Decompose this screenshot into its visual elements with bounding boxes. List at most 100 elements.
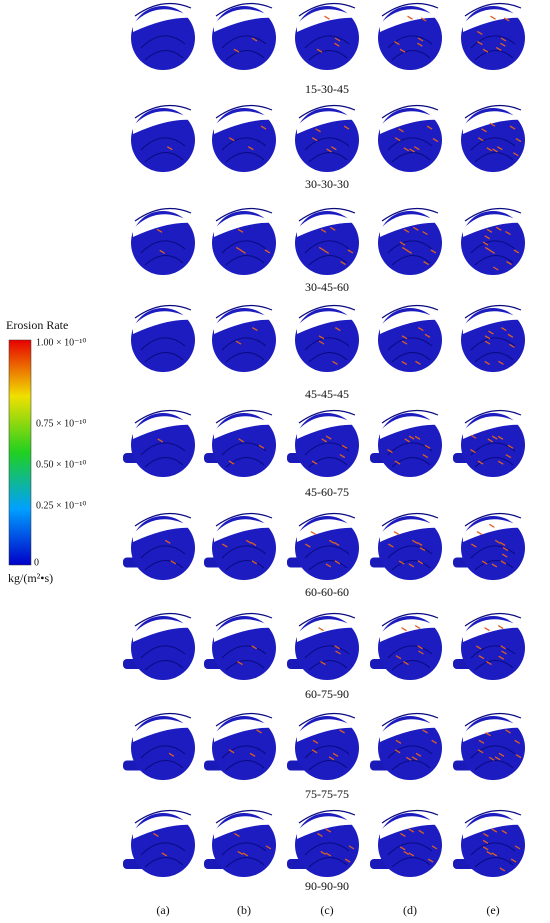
erosion-spot [341,444,348,449]
erosion-spot [422,729,428,734]
erosion-spot [398,560,405,565]
colorbar-label: 0 [34,557,39,568]
impeller-image [378,207,442,275]
erosion-spot [316,48,323,53]
blade-edge [134,512,192,527]
erosion-spot [430,249,437,254]
blade-edge [298,207,356,222]
erosion-spot [311,749,318,754]
erosion-spot [407,15,413,20]
erosion-spot [486,660,492,666]
erosion-spot [498,752,505,757]
blade-cut [463,111,523,134]
blade-edge [464,207,522,222]
blade-line [304,442,350,456]
blade-line [387,645,433,659]
erosion-spot [495,226,502,231]
erosion-spot [502,547,509,552]
erosion-spot [418,650,424,655]
blade-line [304,545,350,559]
blade-cut [297,816,357,839]
erosion-spot [228,460,235,465]
blade-edge [134,612,192,627]
erosion-spot [515,137,522,143]
erosion-spot [482,241,489,246]
blade-line [221,442,267,456]
erosion-spot [240,249,247,254]
blade-line [225,560,265,571]
erosion-spot [334,37,341,42]
erosion-spot [424,444,431,449]
erosion-spot [422,230,428,236]
blade-cut [214,111,274,134]
blade-edge [298,809,356,824]
erosion-spot [251,560,258,565]
erosion-spot [332,360,338,365]
blade-edge [464,104,522,119]
erosion-spot [416,42,423,47]
impeller-image [295,2,359,70]
blade-cut [214,311,274,334]
impeller-image [370,612,442,680]
erosion-spot [339,729,345,734]
erosion-spot [507,333,514,338]
blade-edge [464,409,522,424]
erosion-spot [401,360,408,366]
erosion-spot [484,340,491,345]
erosion-spot [486,228,493,233]
blade-line [387,240,433,254]
blade-edge [381,304,439,319]
blade-line [391,50,431,61]
erosion-spot [482,846,489,851]
erosion-spot [404,438,411,443]
impeller-image [378,304,442,372]
impeller-image [453,809,525,877]
erosion-spot [499,42,506,47]
column-label: (e) [486,903,499,917]
erosion-spot [228,137,235,142]
erosion-spot [514,845,521,850]
erosion-spot [422,453,429,459]
blade-line [387,545,433,559]
blade-edge [134,104,192,119]
erosion-spot [405,756,412,761]
impeller-image [123,809,195,877]
blade-edge [134,809,192,824]
erosion-spot [156,228,163,233]
blade-cut [133,416,193,439]
blade-edge [134,2,192,17]
blade-line [144,152,184,163]
blade-edge [381,712,439,727]
erosion-spot [323,249,330,254]
blade-edge [464,2,522,17]
blade-line [225,457,265,468]
erosion-spot [388,543,394,548]
blade-line [304,137,350,151]
erosion-spot [251,37,258,42]
erosion-spot [395,739,402,744]
erosion-spot [399,846,406,851]
blade-line [391,560,431,571]
erosion-spot [505,453,512,459]
blade-edge [298,2,356,17]
erosion-spot [494,756,501,761]
erosion-spot [501,553,508,558]
blade-edge [298,512,356,527]
blade-line [140,842,186,856]
erosion-spot [256,729,262,734]
blade-cut [463,416,523,439]
erosion-spot [347,249,354,254]
blade-cut [133,111,193,134]
erosion-spot [478,739,485,744]
erosion-spot [509,125,516,130]
blade-cut [463,519,523,542]
erosion-spot [237,660,243,666]
erosion-spot [403,147,410,152]
erosion-spot [497,435,504,440]
erosion-spot [509,343,515,348]
blade-cut [297,416,357,439]
erosion-spot [498,655,505,660]
row-label: 15-30-45 [305,82,349,96]
blade-cut [380,111,440,134]
blade-line [391,660,431,671]
